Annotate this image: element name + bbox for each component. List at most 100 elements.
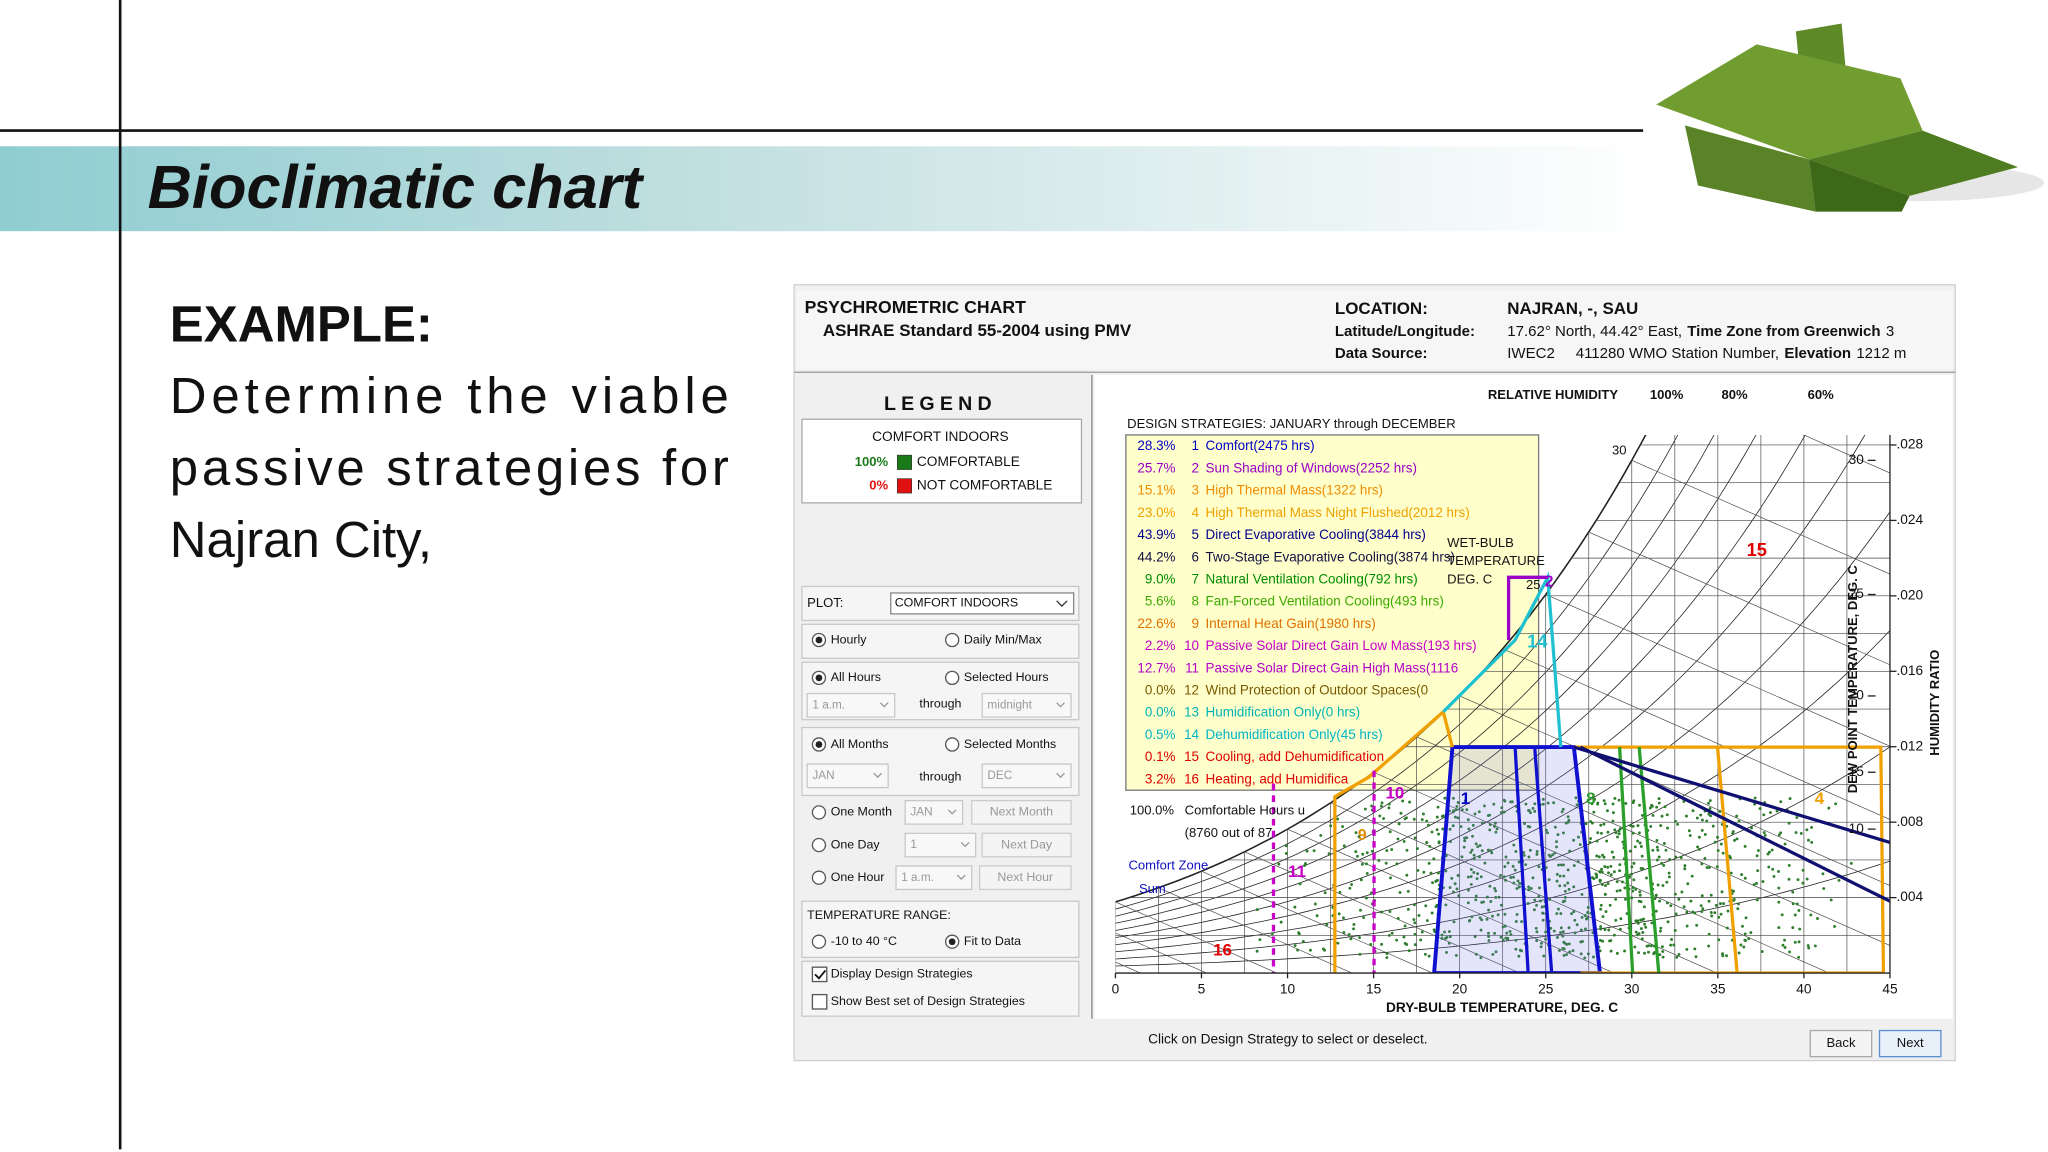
hourly-point (1654, 893, 1658, 897)
dropdown[interactable] (895, 865, 973, 891)
button[interactable] (978, 865, 1072, 891)
nav-button[interactable] (1809, 1029, 1873, 1058)
example-line: passive strategies for (170, 439, 729, 496)
strategy-pct: 0.5% (1145, 727, 1176, 742)
nav-button[interactable] (1878, 1029, 1942, 1058)
hourly-point (1827, 806, 1831, 810)
hourly-point (1606, 865, 1610, 869)
strategy-label[interactable]: Comfort(2475 hrs) (1206, 438, 1315, 453)
radio-button[interactable] (811, 934, 827, 949)
hourly-point (1421, 812, 1425, 816)
hourly-point (1640, 937, 1644, 941)
strategy-pct: 25.7% (1137, 460, 1175, 475)
hourly-point (1761, 880, 1765, 883)
strategy-label[interactable]: Heating, add Humidifica (1206, 771, 1349, 786)
dropdown[interactable] (981, 692, 1072, 718)
hourly-point (1336, 941, 1340, 945)
hourly-point (1719, 842, 1723, 846)
hourly-point (1499, 811, 1503, 814)
strategy-label[interactable]: Dehumidification Only(45 hrs) (1206, 727, 1383, 742)
hourly-point (1502, 810, 1506, 814)
hourly-point (1715, 865, 1719, 869)
hourly-point (1456, 816, 1460, 820)
hourly-point (1443, 796, 1447, 800)
shading-zone (1506, 575, 1548, 640)
strategy-label[interactable]: Wind Protection of Outdoor Spaces(0 (1206, 682, 1429, 697)
hourly-point (1566, 868, 1570, 872)
hourly-point (1402, 839, 1406, 843)
hourly-point (1517, 860, 1521, 864)
plot-dropdown[interactable] (890, 592, 1075, 615)
hourly-point (1596, 801, 1600, 805)
radio-button[interactable] (811, 870, 827, 885)
dropdown[interactable] (806, 692, 896, 718)
hourly-point (1707, 801, 1710, 805)
hourly-point (1475, 877, 1479, 881)
hourly-point (1640, 854, 1644, 858)
strategy-num: 10 (1184, 638, 1199, 653)
hourly-point (1443, 930, 1447, 934)
strategy-label[interactable]: Internal Heat Gain(1980 hrs) (1206, 616, 1376, 631)
hourly-point (1693, 911, 1697, 915)
hourly-point (1685, 814, 1688, 818)
hourly-point (1718, 902, 1722, 906)
hourly-point (1466, 875, 1470, 879)
hourly-point (1580, 915, 1584, 919)
button[interactable] (981, 832, 1072, 858)
hourly-point (1660, 945, 1664, 949)
hourly-point (1767, 865, 1771, 869)
strategy-label[interactable]: High Thermal Mass(1322 hrs) (1206, 483, 1384, 498)
strategy-label[interactable]: Humidification Only(0 hrs) (1206, 705, 1361, 720)
checkbox[interactable] (811, 966, 828, 983)
hourly-point (1642, 905, 1646, 909)
radio-button[interactable] (811, 837, 827, 853)
strategy-label[interactable]: Direct Evaporative Cooling(3844 hrs) (1206, 527, 1426, 542)
hourly-point (1788, 950, 1791, 954)
hourly-point (1719, 912, 1723, 916)
hourly-point (1385, 952, 1389, 956)
hourly-point (1631, 824, 1635, 828)
hourly-point (1448, 827, 1452, 831)
dropdown[interactable] (904, 799, 964, 825)
strategy-label[interactable]: Two-Stage Evaporative Cooling(3874 hrs) (1206, 549, 1455, 564)
button[interactable] (971, 799, 1072, 825)
radio-dot (815, 674, 823, 682)
hourly-point (1430, 830, 1434, 834)
hourly-point (1497, 895, 1501, 899)
hourly-point (1488, 828, 1492, 832)
strategy-label[interactable]: Passive Solar Direct Gain Low Mass(193 h… (1206, 638, 1477, 653)
hourly-point (1514, 850, 1518, 853)
hourly-point (1721, 952, 1724, 956)
hourly-point (1365, 871, 1369, 875)
checkbox[interactable] (811, 993, 828, 1010)
strategy-label[interactable]: Natural Ventilation Cooling(792 hrs) (1206, 571, 1418, 586)
radio-button[interactable] (944, 737, 960, 752)
hourly-point (1541, 911, 1545, 915)
hourly-point (1766, 852, 1770, 856)
hourly-point (1540, 941, 1543, 945)
strategy-label[interactable]: Fan-Forced Ventilation Cooling(493 hrs) (1206, 594, 1444, 609)
hourly-point (1638, 831, 1641, 835)
hourly-point (1437, 832, 1440, 836)
radio-button[interactable] (811, 805, 827, 820)
header-field: Time Zone from Greenwich (1687, 323, 1880, 340)
hourly-point (1651, 813, 1655, 817)
hourly-point (1567, 942, 1571, 946)
hourly-point (1667, 871, 1671, 875)
hourly-point (1352, 927, 1355, 931)
strategy-label[interactable]: Sun Shading of Windows(2252 hrs) (1206, 460, 1417, 475)
dropdown[interactable] (981, 763, 1072, 789)
radio-button[interactable] (944, 632, 960, 648)
dropdown[interactable] (904, 832, 977, 858)
hourly-point (1325, 923, 1329, 927)
zone-label: 16 (1213, 940, 1232, 959)
strategy-label[interactable]: Cooling, add Dehumidification (1206, 749, 1385, 764)
checkmark (814, 969, 827, 980)
radio-button[interactable] (944, 670, 960, 686)
dropdown[interactable] (806, 763, 889, 789)
hourly-point (1603, 802, 1607, 806)
hourly-point (1615, 951, 1619, 955)
strategy-label[interactable]: Passive Solar Direct Gain High Mass(1116 (1206, 660, 1459, 675)
hourly-point (1725, 954, 1728, 958)
strategy-label[interactable]: High Thermal Mass Night Flushed(2012 hrs… (1206, 505, 1470, 520)
